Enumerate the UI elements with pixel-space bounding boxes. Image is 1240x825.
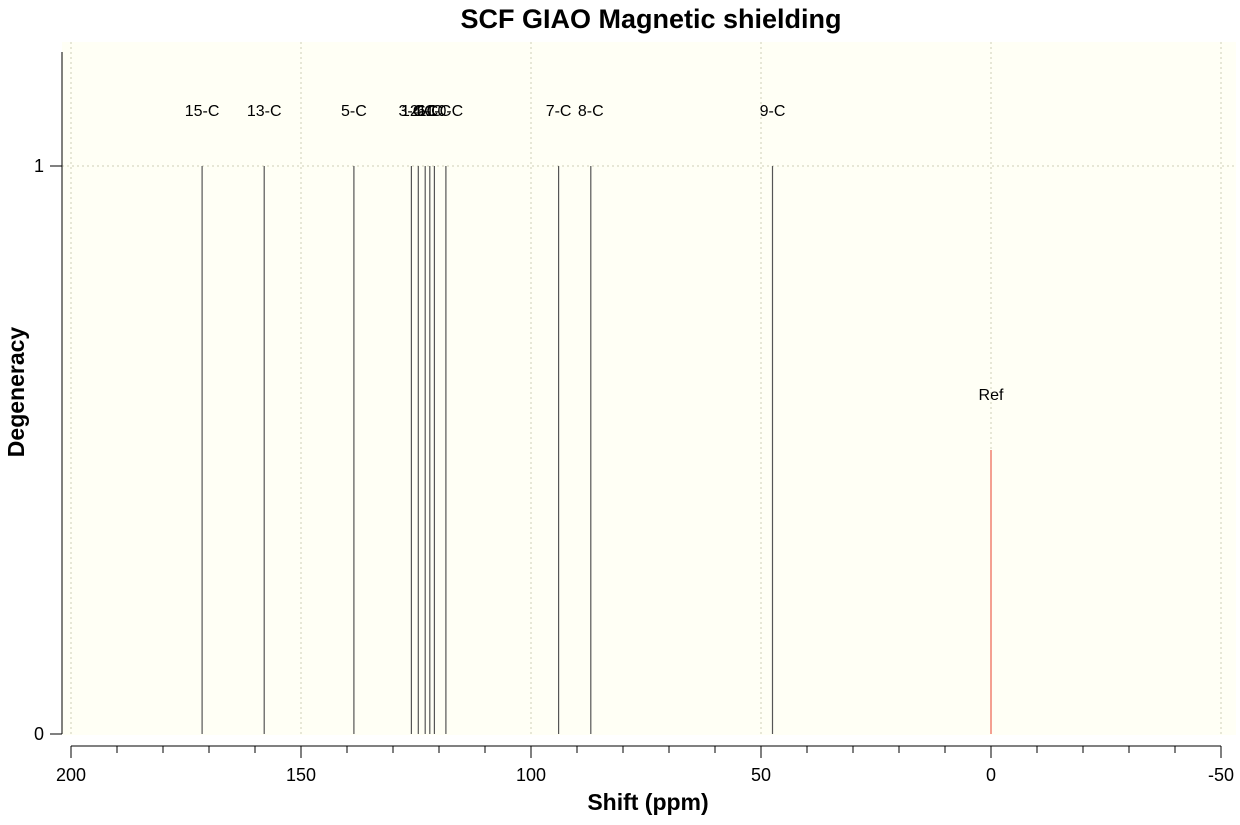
peak-label: 5-C [341, 103, 367, 120]
x-axis-title: Shift (ppm) [587, 789, 708, 815]
y-axis-title: Degeneracy [3, 327, 29, 458]
peak-label: 7-C [546, 103, 572, 120]
peak-label: 9-C [760, 103, 786, 120]
peak-lines [201, 166, 992, 734]
peak-label: 12-C [401, 103, 436, 120]
y-tick-label: 0 [34, 724, 44, 744]
y-tick-label: 1 [34, 156, 44, 176]
x-tick-label: -50 [1208, 765, 1234, 785]
plot-area [62, 42, 1236, 735]
reference-label: Ref [979, 387, 1004, 404]
peak-label: 8-C [578, 103, 604, 120]
axes: 0 1 200 150 100 50 0 -50 [34, 52, 1234, 785]
peak-label: 10-C [429, 103, 464, 120]
peak-label: 11-C [418, 103, 452, 120]
peak-label: 13-C [247, 103, 282, 120]
x-tick-label: 0 [986, 765, 996, 785]
x-tick-label: 150 [286, 765, 316, 785]
peak-label: 4-C [412, 103, 438, 120]
peak-label: 3-C [399, 103, 425, 120]
chart-title: SCF GIAO Magnetic shielding [460, 4, 841, 34]
x-tick-label: 200 [56, 765, 86, 785]
peak-label: 15-C [185, 103, 220, 120]
grid-lines [62, 42, 1236, 735]
peak-label: 6-C [417, 103, 443, 120]
x-tick-label: 100 [516, 765, 546, 785]
peak-labels: 15-C 13-C 5-C 3-C12-C4-C6-C11-C10-C 7-C 8-C 9-… [185, 103, 1004, 404]
x-tick-label: 50 [751, 765, 771, 785]
